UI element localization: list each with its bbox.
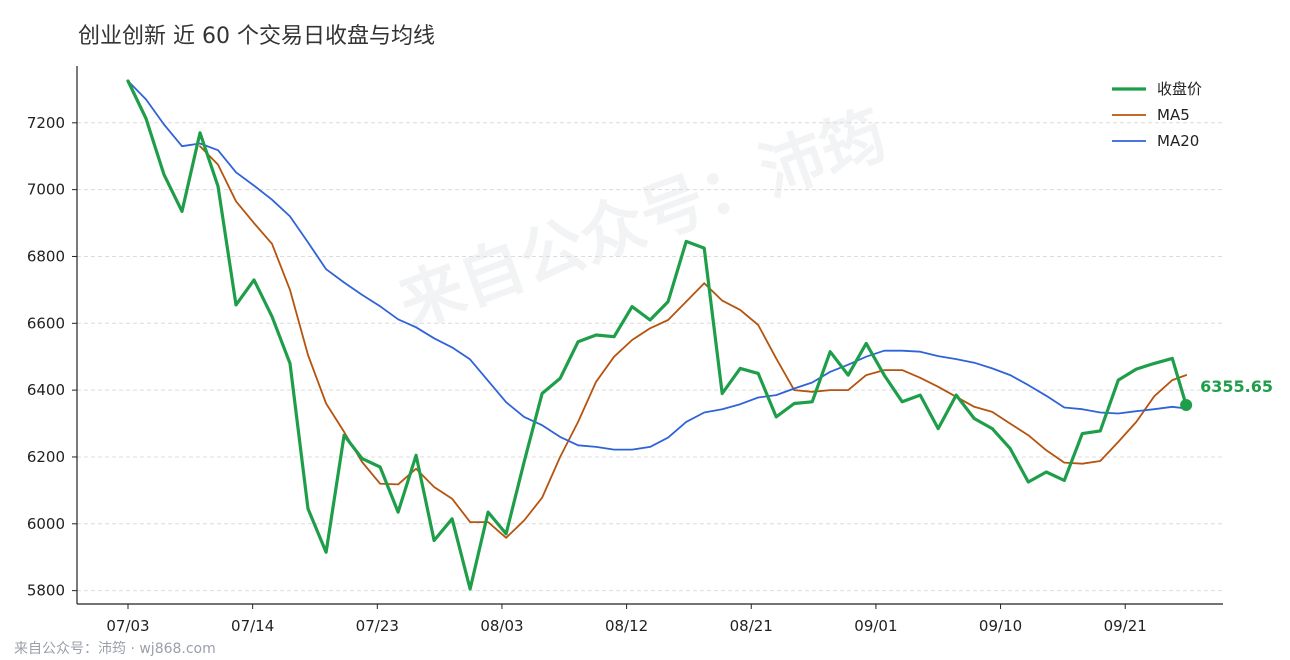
last-close-marker [1180, 398, 1193, 411]
x-tick-label: 07/03 [106, 617, 149, 635]
y-tick-label: 6200 [27, 448, 65, 466]
x-tick-label: 08/12 [605, 617, 648, 635]
series-lines: 6355.65 [126, 79, 1273, 591]
x-tick-label: 07/14 [231, 617, 274, 635]
x-tick-label: 09/10 [979, 617, 1022, 635]
legend-label: 收盘价 [1157, 80, 1202, 98]
close-price-line [126, 79, 1188, 591]
axes: 5800 6000 6200 6400 6600 6800 7000 7200 07/03 07/… [27, 66, 1223, 635]
x-tick-label: 09/01 [854, 617, 897, 635]
y-tick-label: 6000 [27, 515, 65, 533]
x-tick-label: 09/21 [1104, 617, 1147, 635]
x-tick-label: 08/21 [730, 617, 773, 635]
last-close-label: 6355.65 [1200, 377, 1273, 396]
y-tick-label: 6600 [27, 314, 65, 332]
y-tick-label: 6800 [27, 247, 65, 265]
y-tick-label: 7000 [27, 181, 65, 199]
y-tick-label: 5800 [27, 582, 65, 600]
y-tick-label: 6400 [27, 381, 65, 399]
ma20-line [127, 80, 1187, 451]
legend-label: MA20 [1157, 132, 1199, 150]
watermark-text: 来自公众号：沛筠 [390, 98, 896, 343]
x-tick-label: 07/23 [356, 617, 399, 635]
ma5-line [199, 145, 1187, 539]
y-tick-label: 7200 [27, 114, 65, 132]
footer-credit: 来自公众号：沛筠 · wj868.com [14, 641, 216, 657]
grid-lines [77, 122, 1223, 592]
legend: 收盘价 MA5 MA20 [1112, 80, 1202, 150]
legend-label: MA5 [1157, 106, 1190, 124]
x-tick-label: 08/03 [480, 617, 523, 635]
chart-title: 创业创新 近 60 个交易日收盘与均线 [78, 24, 435, 49]
